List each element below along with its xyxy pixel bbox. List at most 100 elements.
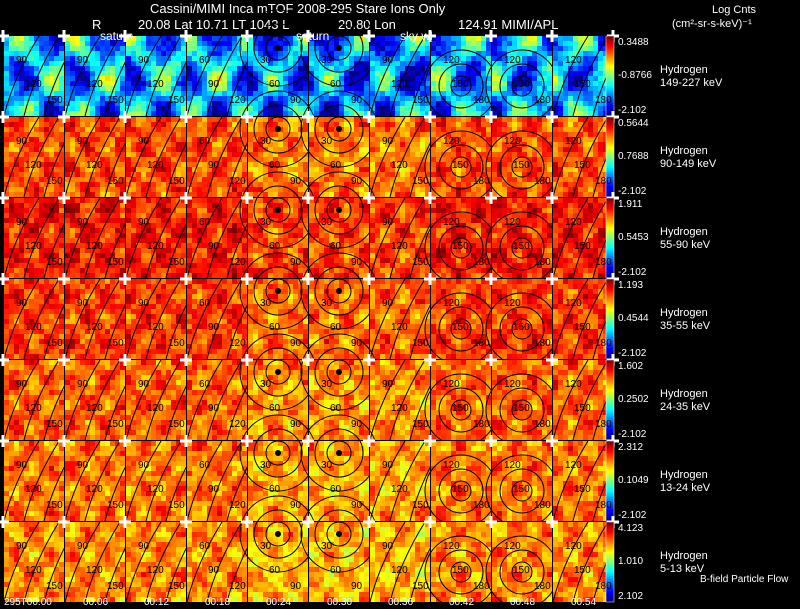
contour-label: 60 [330, 79, 342, 90]
contour-label: 90 [77, 217, 89, 228]
contour-label: 120 [443, 379, 460, 390]
contour-label: 60 [199, 55, 211, 66]
contour-label: 150 [412, 95, 429, 106]
contour-label: 180 [534, 257, 551, 268]
time-label: 00:06 [83, 597, 109, 608]
contour-center [275, 369, 281, 375]
contour-label: 90 [208, 565, 220, 576]
species-label: Hydrogen 55-90 keV [660, 226, 710, 252]
contour-label: 30 [321, 136, 333, 147]
contour-label: 150 [107, 176, 124, 187]
contour-label: 120 [565, 55, 582, 66]
contour-label: 120 [147, 322, 164, 333]
contour-label: 60 [199, 298, 211, 309]
contour-center [336, 369, 342, 375]
contour-label: 180 [595, 419, 612, 430]
contour-label: 60 [199, 136, 211, 147]
heatmap-panel [187, 522, 247, 602]
contour-label: 60 [269, 79, 281, 90]
colorbar-label-max: 2.312 [618, 442, 644, 453]
contour-label: 150 [46, 581, 63, 592]
species-label: Hydrogen 35-55 keV [660, 307, 710, 333]
contour-label: 180 [534, 95, 551, 106]
contour-label: 60 [269, 322, 281, 333]
contour-label: 60 [330, 241, 342, 252]
contour-label: 150 [574, 322, 591, 333]
contour-label: 90 [382, 217, 394, 228]
contour-label: 120 [391, 403, 408, 414]
contour-label: 90 [208, 484, 220, 495]
contour-label: 150 [168, 500, 185, 511]
contour-label: 90 [77, 460, 89, 471]
contour-label: 90 [351, 500, 363, 511]
species-name: Hydrogen [660, 64, 708, 76]
colorbar-label-mid: 0.4544 [618, 313, 649, 324]
annotation-saturn-1: saturn [100, 29, 134, 43]
colorbar-label-min: -2.102 [618, 267, 647, 278]
contour-label: 150 [452, 160, 469, 171]
contour-label: 150 [412, 257, 429, 268]
contour-label: 90 [382, 55, 394, 66]
contour-label: 150 [452, 484, 469, 495]
contour-center [336, 45, 342, 51]
contour-label: 30 [260, 460, 272, 471]
contour-label: 120 [229, 500, 246, 511]
contour-label: 90 [77, 55, 89, 66]
contour-label: 150 [168, 419, 185, 430]
contour-label: 120 [25, 79, 42, 90]
contour-label: 120 [565, 541, 582, 552]
contour-label: 120 [565, 136, 582, 147]
heatmap-panel [126, 36, 186, 116]
contour-label: 180 [534, 176, 551, 187]
contour-label: 90 [382, 379, 394, 390]
contour-label: 180 [534, 338, 551, 349]
heatmap-panel [65, 441, 125, 521]
contour-label: 120 [443, 298, 460, 309]
contour-label: 60 [330, 403, 342, 414]
contour-label: 120 [565, 217, 582, 228]
colorbar-label-mid: 0.5453 [618, 232, 649, 243]
annotation-saturn-2: saturn [296, 29, 330, 43]
heatmap-panel [187, 441, 247, 521]
flow-legend: B-field Particle Flow [700, 574, 789, 585]
contour-label: 120 [147, 160, 164, 171]
species-label: Hydrogen 149-227 keV [660, 64, 722, 90]
heatmap-panel [248, 36, 308, 116]
contour-label: 120 [147, 565, 164, 576]
contour-label: 90 [290, 500, 302, 511]
colorbar-units-title: Log Cnts [712, 4, 757, 16]
colorbar-label-mid: 0.2502 [618, 394, 649, 405]
contour-label: 120 [147, 241, 164, 252]
colorbar-label-mid: 0.7688 [618, 151, 649, 162]
energy-range: 13-24 keV [660, 482, 711, 494]
contour-label: 150 [513, 403, 530, 414]
contour-label: 90 [77, 379, 89, 390]
contour-label: 90 [138, 379, 150, 390]
energy-range: 5-13 keV [660, 563, 705, 575]
contour-label: 180 [595, 581, 612, 592]
colorbar-label-max: 0.5644 [618, 118, 649, 129]
contour-label: 150 [168, 257, 185, 268]
time-label: 00:36 [388, 597, 414, 608]
heatmap-panel [4, 522, 64, 602]
heatmap-panel [553, 198, 613, 278]
contour-label: 60 [330, 565, 342, 576]
species-label: Hydrogen 13-24 keV [660, 469, 710, 495]
contour-label: 30 [260, 298, 272, 309]
colorbar-label-mid: 0.1049 [618, 475, 649, 486]
heatmap-panel [492, 360, 552, 440]
heatmap-panel [309, 522, 369, 602]
contour-label: 150 [412, 500, 429, 511]
heatmap-panel [187, 117, 247, 197]
contour-label: 90 [138, 55, 150, 66]
species-label: Hydrogen 5-13 keV [660, 550, 708, 576]
contour-label: 30 [321, 217, 333, 228]
contour-label: 90 [290, 338, 302, 349]
contour-label: 150 [412, 419, 429, 430]
heatmap-panel [4, 117, 64, 197]
contour-label: 150 [412, 581, 429, 592]
contour-label: 30 [260, 55, 272, 66]
heatmap-panel [431, 198, 491, 278]
species-label: Hydrogen 90-149 keV [660, 145, 716, 171]
contour-label: 180 [595, 338, 612, 349]
